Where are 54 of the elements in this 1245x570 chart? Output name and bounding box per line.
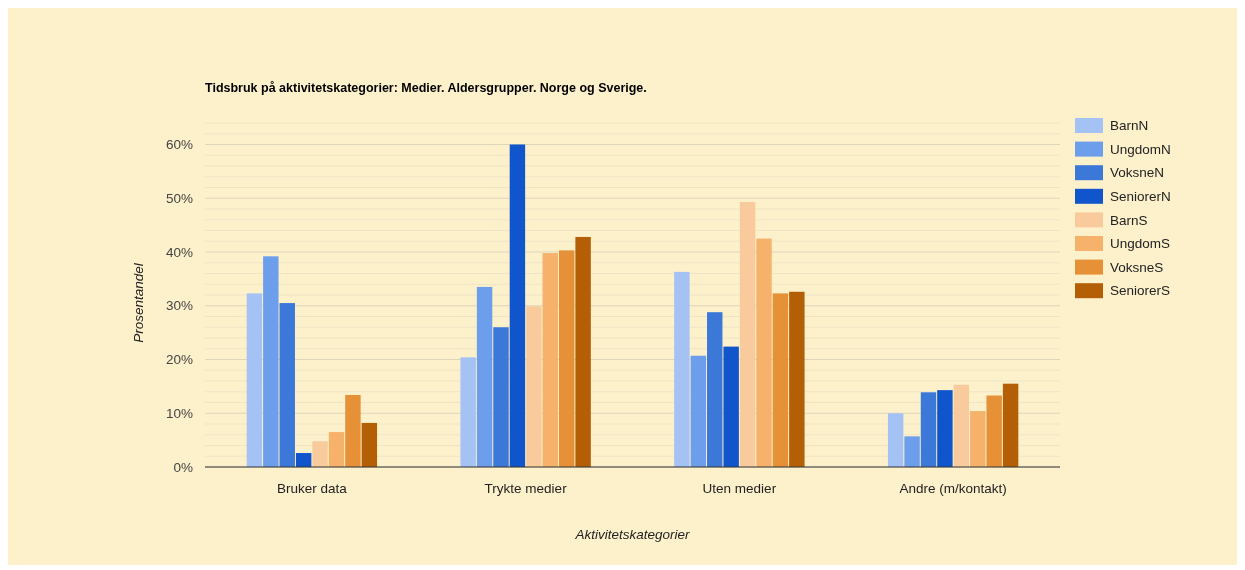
- legend-label: BarnS: [1110, 212, 1148, 228]
- x-tick-label: Trykte medier: [484, 481, 568, 496]
- bar: [279, 303, 295, 467]
- bar: [345, 394, 361, 467]
- bar: [509, 144, 526, 467]
- bar: [723, 346, 739, 467]
- x-tick-label: Uten medier: [702, 481, 777, 496]
- bar: [970, 411, 986, 467]
- y-axis-title: Prosentandel: [131, 262, 146, 343]
- bar: [542, 253, 558, 467]
- legend-label: VoksneN: [1110, 165, 1165, 181]
- x-axis-title: Aktivitetskategorier: [574, 527, 691, 542]
- bar: [920, 392, 937, 467]
- bar: [986, 395, 1002, 467]
- y-tick-label: 50%: [165, 190, 193, 206]
- bar: [263, 256, 279, 467]
- legend-label: UngdomS: [1110, 236, 1171, 252]
- bar: [558, 250, 575, 467]
- legend-label: UngdomN: [1110, 141, 1171, 157]
- bar: [937, 390, 953, 467]
- bar: [789, 291, 805, 467]
- y-tick-label: 20%: [165, 352, 193, 368]
- y-tick-label: 0%: [173, 459, 193, 475]
- bar: [1002, 383, 1019, 467]
- bar: [904, 436, 920, 467]
- y-tick-label: 10%: [165, 405, 193, 421]
- bar: [707, 312, 723, 467]
- legend-label: SeniorerS: [1110, 283, 1171, 299]
- legend-label: SeniorerN: [1110, 189, 1171, 205]
- legend-label: BarnN: [1110, 118, 1149, 134]
- bar: [674, 271, 690, 467]
- bar: [953, 384, 970, 467]
- bar: [575, 236, 591, 467]
- bar: [772, 293, 789, 467]
- bar: [756, 238, 772, 467]
- bar: [493, 327, 509, 467]
- x-tick-label: Andre (m/kontakt): [899, 481, 1007, 496]
- x-tick-label: Bruker data: [276, 481, 348, 496]
- bar: [739, 202, 756, 467]
- y-tick-label: 40%: [165, 244, 193, 260]
- bar: [476, 286, 493, 467]
- y-tick-label: 60%: [165, 137, 193, 153]
- y-tick-label: 30%: [165, 298, 193, 314]
- bar: [690, 355, 707, 467]
- bar: [312, 441, 328, 467]
- bar: [246, 293, 263, 467]
- bar: [295, 453, 312, 467]
- chart-title: Tidsbruk på aktivitetskategorier: Medier. Aldersgrupper. Norge og Sverige.: [205, 81, 647, 95]
- legend-label: VoksneS: [1110, 259, 1164, 275]
- bar: [361, 422, 378, 467]
- bar: [328, 432, 345, 467]
- bar: [526, 306, 542, 467]
- bar: [460, 357, 476, 467]
- bar: [887, 413, 904, 467]
